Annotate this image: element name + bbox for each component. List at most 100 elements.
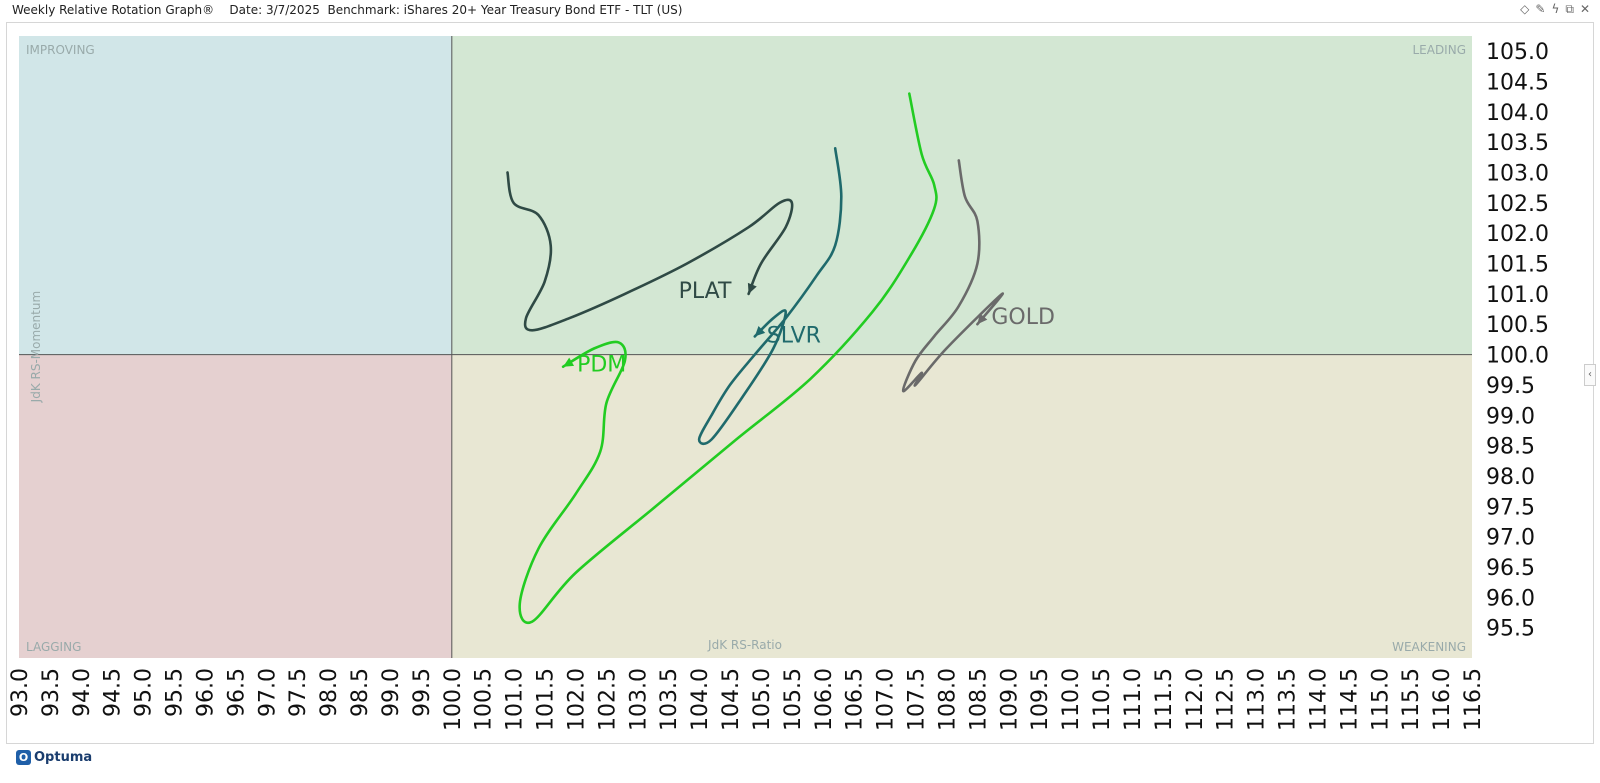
x-tick-label: 109.0 [997, 668, 1022, 731]
series-head-arrow-plat [747, 282, 757, 294]
x-tick-label: 105.0 [750, 668, 775, 731]
x-tick-label: 94.5 [101, 668, 126, 717]
x-tick-label: 99.0 [379, 668, 404, 717]
restore-icon[interactable]: ⧉ [1565, 2, 1574, 16]
x-tick-label: 111.5 [1152, 668, 1177, 731]
y-tick-label: 96.0 [1486, 586, 1535, 611]
y-axis-label: JdK RS-Momentum [29, 291, 43, 404]
x-tick-label: 107.5 [905, 668, 930, 731]
x-tick-label: 93.0 [8, 668, 33, 717]
y-tick-label: 98.0 [1486, 465, 1535, 490]
brand-logo: O Optuma [16, 750, 92, 765]
y-tick-label: 102.5 [1486, 192, 1549, 217]
x-tick-label: 108.0 [935, 668, 960, 731]
y-tick-label: 96.5 [1486, 556, 1535, 581]
x-tick-label: 106.5 [843, 668, 868, 731]
diamond-icon[interactable]: ◇ [1520, 2, 1530, 16]
y-tick-label: 98.5 [1486, 435, 1535, 460]
y-tick-label: 101.5 [1486, 253, 1549, 278]
x-tick-label: 107.0 [874, 668, 899, 731]
series-tail-slvr[interactable] [697, 147, 843, 446]
series-head-arrow-gold [977, 313, 988, 325]
window-controls: ◇ ✎ ϟ ⧉ ✕ [1520, 2, 1590, 17]
rotation-tails: PLAT SLVR PDM GOLD [506, 92, 1055, 625]
x-tick-label: 96.0 [193, 668, 218, 717]
title-bar: Weekly Relative Rotation Graph® Date: 3/… [0, 0, 1600, 22]
x-tick-label: 104.0 [688, 668, 713, 731]
bolt-icon[interactable]: ϟ [1551, 2, 1560, 16]
quadrant-weakening [451, 354, 1473, 658]
y-tick-label: 99.0 [1486, 404, 1535, 429]
quadrant-lagging [19, 354, 452, 658]
close-icon[interactable]: ✕ [1579, 2, 1590, 16]
y-tick-label: 102.0 [1486, 222, 1549, 247]
x-tick-label: 112.5 [1214, 668, 1239, 731]
x-tick-label: 103.0 [626, 668, 651, 731]
y-tick-label: 100.0 [1486, 344, 1549, 369]
x-tick-label: 102.0 [564, 668, 589, 731]
x-tick-label: 116.5 [1461, 668, 1486, 731]
x-tick-label: 113.5 [1276, 668, 1301, 731]
x-tick-label: 97.0 [255, 668, 280, 717]
x-tick-label: 116.0 [1430, 668, 1455, 731]
y-tick-label: 95.5 [1486, 617, 1535, 642]
y-tick-label: 103.0 [1486, 162, 1549, 187]
y-tick-label: 104.0 [1486, 101, 1549, 126]
collapse-panel-handle[interactable]: ‹ [1584, 364, 1596, 386]
series-label-plat: PLAT [679, 279, 732, 304]
x-tick-label: 106.0 [812, 668, 837, 731]
x-tick-label: 112.0 [1183, 668, 1208, 731]
x-axis-label: JdK RS-Ratio [707, 638, 782, 652]
x-tick-label: 110.0 [1059, 668, 1084, 731]
y-tick-labels: 95.5 96.0 96.5 97.0 97.5 98.0 98.5 99.0 99.5 100.… [1486, 40, 1549, 641]
rrg-chart[interactable]: IMPROVING LEADING LAGGING WEAKENING JdK … [0, 0, 1600, 745]
y-tick-label: 97.5 [1486, 495, 1535, 520]
x-tick-label: 114.0 [1306, 668, 1331, 731]
y-tick-label: 104.5 [1486, 71, 1549, 96]
x-tick-label: 95.0 [132, 668, 157, 717]
x-tick-label: 101.5 [534, 668, 559, 731]
pin-icon[interactable]: ✎ [1535, 2, 1546, 16]
series-label-slvr: SLVR [767, 323, 821, 348]
series-tail-gold[interactable] [901, 159, 1004, 393]
y-tick-label: 103.5 [1486, 131, 1549, 156]
x-tick-label: 100.5 [472, 668, 497, 731]
y-tick-label: 99.5 [1486, 374, 1535, 399]
series-tail-plat[interactable] [506, 171, 794, 332]
x-tick-label: 94.0 [70, 668, 95, 717]
x-tick-label: 108.5 [966, 668, 991, 731]
y-tick-label: 97.0 [1486, 526, 1535, 551]
x-tick-label: 98.5 [348, 668, 373, 717]
x-tick-label: 104.5 [719, 668, 744, 731]
x-tick-label: 100.0 [441, 668, 466, 731]
x-tick-label: 113.0 [1245, 668, 1270, 731]
quadrant-label-weakening: WEAKENING [1392, 640, 1466, 654]
x-tick-label: 99.5 [410, 668, 435, 717]
series-head-arrow-slvr [754, 326, 766, 337]
series-label-gold: GOLD [991, 305, 1055, 330]
series-label-pdm: PDM [577, 353, 626, 378]
x-tick-label: 98.0 [317, 668, 342, 717]
x-tick-label: 109.5 [1028, 668, 1053, 731]
x-tick-label: 114.5 [1337, 668, 1362, 731]
x-tick-label: 115.5 [1399, 668, 1424, 731]
series-tail-pdm[interactable] [518, 92, 938, 625]
x-tick-label: 103.5 [657, 668, 682, 731]
quadrant-label-improving: IMPROVING [26, 43, 95, 57]
series-head-arrow-pdm [563, 357, 575, 367]
y-tick-label: 101.0 [1486, 283, 1549, 308]
x-tick-label: 96.5 [224, 668, 249, 717]
optuma-logo-icon: O [16, 750, 31, 765]
x-tick-label: 110.5 [1090, 668, 1115, 731]
window-title: Weekly Relative Rotation Graph® Date: 3/… [12, 3, 683, 17]
x-tick-label: 102.5 [595, 668, 620, 731]
x-tick-label: 111.0 [1121, 668, 1146, 731]
quadrant-improving [19, 36, 452, 355]
x-tick-label: 93.5 [39, 668, 64, 717]
x-tick-label: 105.5 [781, 668, 806, 731]
quadrant-leading [451, 36, 1473, 355]
x-tick-label: 115.0 [1368, 668, 1393, 731]
brand-name: Optuma [34, 750, 93, 765]
x-tick-labels: 93.0 93.5 94.0 94.5 95.0 95.5 96.0 96.5 97.0 97.5… [8, 668, 1486, 731]
y-tick-label: 105.0 [1486, 40, 1549, 65]
